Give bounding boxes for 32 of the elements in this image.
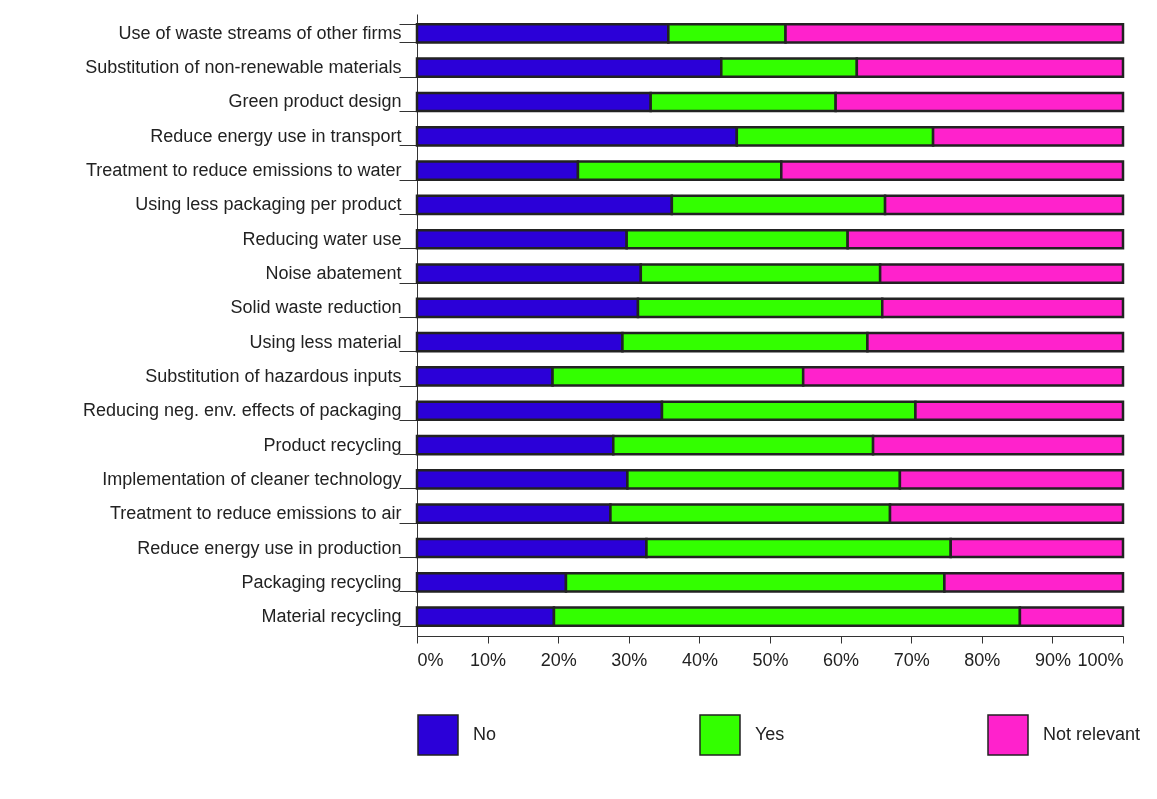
y-tick-label: Packaging recycling — [241, 571, 402, 592]
x-tick-label: 90% — [1034, 649, 1071, 670]
y-tick-label: Substitution of non-renewable materials — [85, 57, 402, 78]
x-tick-label: 0% — [417, 649, 444, 670]
y-tick-label: Green product design — [228, 91, 402, 112]
x-tick-label: 100% — [1077, 649, 1124, 670]
y-tick-label: Reducing water use — [242, 228, 402, 249]
x-tick-label: 20% — [540, 649, 577, 670]
y-tick-label: Material recycling — [261, 606, 402, 627]
y-tick-label: Product recycling — [263, 434, 402, 455]
y-tick-label: Use of waste streams of other firms — [118, 22, 402, 43]
y-tick-label: Implementation of cleaner technology — [102, 468, 402, 489]
x-tick-label: 30% — [611, 649, 648, 670]
y-tick-label: Substitution of hazardous inputs — [145, 365, 402, 386]
y-tick-label: Using less packaging per product — [135, 194, 402, 215]
y-tick-label: Reduce energy use in transport — [150, 125, 402, 146]
y-tick-label: Noise abatement — [265, 263, 402, 284]
y-tick-label: Treatment to reduce emissions to air — [110, 503, 402, 524]
y-tick-label: Treatment to reduce emissions to water — [86, 160, 402, 181]
y-tick-label: Reduce energy use in production — [137, 537, 402, 558]
legend-label: No — [473, 724, 497, 744]
x-tick-label: 10% — [470, 649, 507, 670]
x-tick-label: 70% — [893, 649, 930, 670]
x-tick-label: 40% — [681, 649, 718, 670]
legend-label: Not relevant — [1043, 724, 1141, 744]
x-tick-label: 50% — [752, 649, 789, 670]
x-tick-label: 80% — [964, 649, 1001, 670]
y-tick-label: Solid waste reduction — [230, 297, 402, 318]
y-tick-label: Reducing neg. env. effects of packaging — [82, 400, 402, 421]
x-tick-label: 60% — [823, 649, 860, 670]
y-tick-label: Using less material — [249, 331, 402, 352]
legend-label: Yes — [755, 724, 785, 744]
